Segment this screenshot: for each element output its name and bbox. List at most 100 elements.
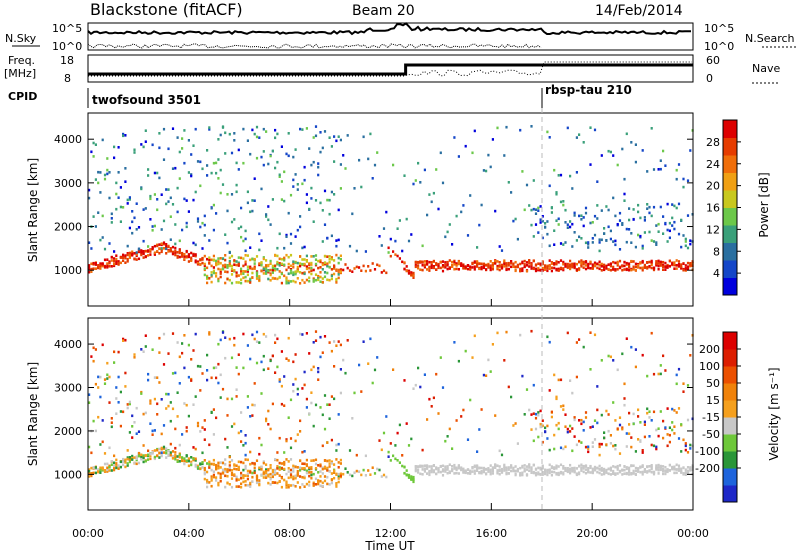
power-cell	[385, 271, 388, 275]
power-cell	[215, 272, 218, 275]
power-cell	[131, 220, 134, 224]
velocity-cell	[228, 455, 231, 459]
power-cell	[206, 277, 209, 280]
power-cell	[362, 135, 365, 139]
power-cell	[131, 210, 134, 213]
velocity-cell	[242, 332, 245, 336]
velocity-cell	[310, 459, 313, 462]
velocity-cell	[255, 477, 259, 480]
power-cell	[196, 261, 200, 265]
power-cell	[623, 199, 626, 202]
velocity-cell	[310, 401, 313, 405]
power-cell	[165, 243, 168, 246]
velocity-cell	[310, 391, 313, 394]
power-cell	[246, 190, 249, 194]
power-cell	[133, 216, 136, 220]
velocity-cell	[673, 432, 676, 435]
power-cell	[634, 143, 637, 146]
velocity-cell	[414, 465, 417, 468]
power-cell	[183, 255, 186, 258]
power-cell	[689, 262, 692, 265]
velocity-cell	[403, 472, 406, 475]
power-cell	[106, 157, 109, 160]
power-cell	[648, 265, 651, 268]
power-cell	[285, 268, 288, 272]
power-cell	[476, 265, 479, 268]
power-cell	[539, 218, 542, 221]
velocity-cell	[142, 350, 145, 353]
velocity-cell	[598, 453, 601, 457]
velocity-cell	[167, 404, 170, 408]
velocity-cell	[673, 425, 676, 428]
velocity-cell	[566, 427, 569, 431]
power-cell	[584, 211, 588, 215]
power-cell	[233, 218, 236, 221]
power-cell	[142, 250, 145, 253]
power-cell	[360, 185, 363, 189]
power-cell	[637, 266, 640, 269]
power-cell	[333, 265, 336, 268]
velocity-cell	[90, 451, 93, 455]
power-cell	[430, 264, 433, 267]
velocity-cell	[686, 451, 690, 454]
power-cell	[328, 136, 331, 139]
power-cell	[126, 252, 129, 255]
power-cell	[106, 258, 109, 261]
velocity-cell	[646, 374, 649, 378]
velocity-cell	[569, 471, 572, 475]
velocity-cell	[208, 443, 211, 447]
velocity-cell	[342, 358, 345, 362]
power-cell	[314, 199, 318, 202]
velocity-cell	[185, 403, 188, 407]
power-cell	[333, 267, 336, 270]
power-cell	[265, 267, 268, 270]
velocity-cell	[176, 455, 179, 458]
velocity-cell	[587, 450, 590, 454]
power-cell	[319, 275, 322, 279]
colorbar-tick: 12	[706, 223, 720, 236]
power-cell	[301, 246, 304, 250]
velocity-cell	[267, 409, 270, 413]
power-cell	[630, 259, 633, 263]
velocity-cell	[491, 472, 494, 475]
velocity-cell	[559, 378, 563, 382]
power-cell	[167, 245, 170, 249]
power-cell	[373, 163, 377, 167]
velocity-cell	[92, 466, 95, 469]
velocity-cell	[603, 470, 606, 473]
power-cell	[680, 263, 683, 266]
power-cell	[221, 257, 225, 261]
power-cell	[97, 264, 100, 267]
velocity-cell	[657, 466, 660, 469]
velocity-cell	[534, 427, 538, 431]
velocity-cell	[444, 465, 447, 468]
power-cell	[251, 209, 254, 213]
power-cell	[140, 143, 143, 146]
velocity-cell	[235, 479, 238, 482]
velocity-cell	[662, 354, 665, 358]
velocity-cell	[514, 472, 517, 476]
colorbar-tick: 16	[706, 202, 720, 215]
power-cell	[224, 152, 227, 155]
velocity-cell	[389, 459, 392, 462]
power-cell	[371, 262, 374, 265]
power-cell	[657, 262, 660, 265]
power-cell	[580, 262, 583, 265]
power-cell	[326, 262, 329, 265]
power-cell	[578, 235, 581, 239]
power-cell	[199, 263, 202, 266]
power-cell	[677, 265, 681, 268]
power-cell	[435, 263, 438, 267]
power-cell	[625, 227, 628, 231]
power-cell	[181, 137, 184, 140]
power-cell	[194, 127, 197, 131]
power-cell	[210, 258, 213, 262]
velocity-cell	[603, 436, 606, 440]
velocity-cell	[224, 463, 227, 466]
velocity-cell	[124, 385, 127, 388]
power-cell	[287, 154, 290, 158]
velocity-cell	[380, 475, 383, 478]
power-cell	[267, 269, 270, 273]
velocity-cell	[301, 467, 304, 470]
power-cell	[212, 203, 215, 207]
